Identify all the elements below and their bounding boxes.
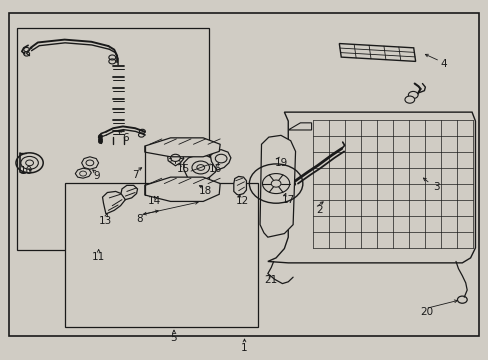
Text: 12: 12 — [235, 197, 248, 206]
Polygon shape — [75, 168, 91, 178]
Text: 4: 4 — [440, 59, 446, 69]
Text: 15: 15 — [177, 164, 190, 174]
Text: 8: 8 — [136, 214, 143, 224]
Text: 13: 13 — [99, 216, 112, 226]
Polygon shape — [287, 123, 311, 130]
Polygon shape — [279, 177, 295, 191]
Polygon shape — [233, 176, 246, 195]
Circle shape — [407, 91, 417, 99]
Polygon shape — [272, 152, 285, 163]
Text: 3: 3 — [432, 182, 439, 192]
Text: 19: 19 — [274, 158, 287, 168]
Text: 18: 18 — [199, 186, 212, 197]
Polygon shape — [81, 157, 99, 169]
Polygon shape — [144, 177, 220, 202]
Polygon shape — [267, 112, 474, 263]
Polygon shape — [121, 185, 137, 200]
Polygon shape — [167, 152, 183, 166]
Polygon shape — [144, 138, 220, 157]
Polygon shape — [183, 155, 217, 184]
Text: 21: 21 — [264, 275, 277, 285]
Text: 6: 6 — [122, 133, 128, 143]
Text: 9: 9 — [93, 171, 100, 181]
Text: 7: 7 — [132, 170, 138, 180]
Bar — [64, 183, 258, 327]
Text: 1: 1 — [241, 343, 247, 353]
Bar — [17, 28, 208, 249]
Text: 5: 5 — [170, 333, 177, 343]
Text: 17: 17 — [281, 195, 294, 204]
Text: 14: 14 — [148, 197, 161, 206]
Circle shape — [271, 180, 281, 187]
Text: 2: 2 — [316, 205, 323, 215]
Text: 16: 16 — [208, 164, 222, 174]
Polygon shape — [260, 135, 295, 237]
Text: 11: 11 — [92, 252, 105, 262]
Text: 20: 20 — [419, 307, 432, 317]
Text: 10: 10 — [20, 166, 33, 176]
Polygon shape — [210, 150, 230, 170]
Circle shape — [404, 96, 414, 103]
Polygon shape — [102, 192, 125, 214]
